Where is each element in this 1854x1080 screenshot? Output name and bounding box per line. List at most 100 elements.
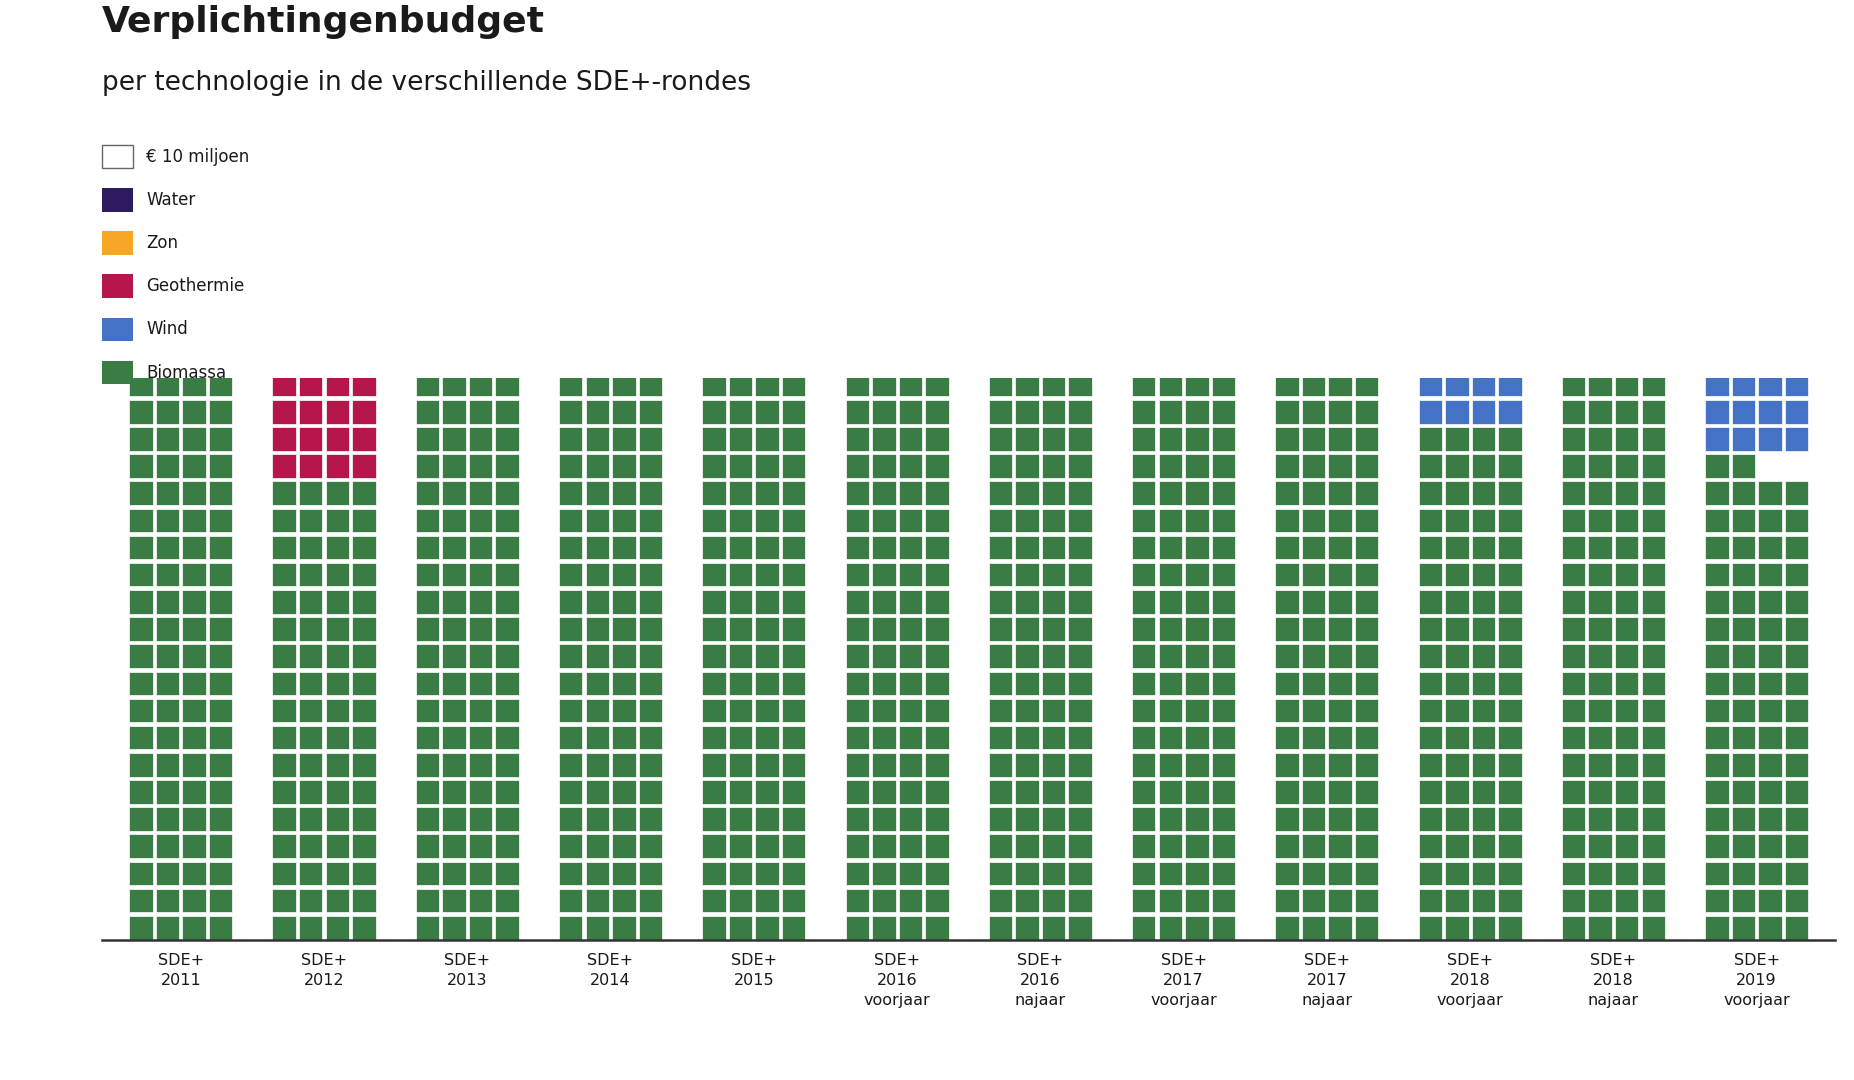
Bar — [298, 346, 323, 369]
Bar — [352, 482, 376, 505]
Bar — [156, 73, 180, 97]
Bar — [1185, 916, 1209, 940]
Bar — [1641, 753, 1665, 777]
Bar — [782, 346, 805, 369]
Bar — [729, 699, 753, 723]
Bar — [1444, 699, 1468, 723]
Bar — [988, 916, 1012, 940]
Bar — [899, 129, 921, 152]
Bar — [1758, 889, 1782, 913]
Bar — [560, 400, 582, 423]
Bar — [1418, 292, 1442, 315]
Bar — [1732, 699, 1756, 723]
Bar — [1302, 672, 1326, 696]
Bar — [352, 563, 376, 586]
Bar — [1472, 19, 1494, 43]
Bar — [1641, 319, 1665, 342]
Bar — [925, 373, 949, 396]
Bar — [925, 780, 949, 804]
Bar — [1444, 455, 1468, 477]
Bar — [1615, 19, 1639, 43]
Bar — [1706, 73, 1728, 97]
Bar — [326, 19, 349, 43]
Bar — [1159, 46, 1183, 70]
Bar — [1276, 373, 1298, 396]
Bar — [1185, 835, 1209, 859]
Bar — [1276, 590, 1298, 613]
Bar — [495, 183, 519, 206]
Bar — [182, 536, 206, 559]
Bar — [1444, 808, 1468, 831]
Bar — [1068, 916, 1092, 940]
Bar — [1472, 292, 1494, 315]
Bar — [298, 726, 323, 750]
Bar — [782, 509, 805, 532]
Bar — [1159, 455, 1183, 477]
Bar — [130, 292, 152, 315]
Bar — [298, 916, 323, 940]
Bar — [1732, 563, 1756, 586]
Bar — [1785, 889, 1808, 913]
Bar — [1133, 373, 1155, 396]
Bar — [1276, 237, 1298, 260]
Bar — [729, 292, 753, 315]
Bar — [1615, 455, 1639, 477]
Bar — [899, 536, 921, 559]
Bar — [469, 753, 493, 777]
Bar — [1444, 645, 1468, 669]
Bar — [1185, 0, 1209, 16]
Bar — [729, 46, 753, 70]
Bar — [415, 563, 439, 586]
Bar — [1213, 373, 1235, 396]
Bar — [1302, 645, 1326, 669]
Bar — [899, 427, 921, 450]
Bar — [612, 455, 636, 477]
Bar — [1068, 156, 1092, 179]
Bar — [1615, 699, 1639, 723]
Bar — [1589, 210, 1611, 233]
Bar — [703, 46, 725, 70]
Bar — [703, 509, 725, 532]
Bar — [1068, 780, 1092, 804]
Bar — [782, 427, 805, 450]
Bar — [1641, 210, 1665, 233]
Bar — [298, 862, 323, 886]
Bar — [1418, 835, 1442, 859]
Bar — [352, 400, 376, 423]
Bar — [1042, 563, 1066, 586]
Bar — [729, 590, 753, 613]
Bar — [1641, 536, 1665, 559]
Bar — [1133, 808, 1155, 831]
Bar — [988, 536, 1012, 559]
Bar — [1329, 265, 1352, 287]
Bar — [871, 889, 895, 913]
Bar — [443, 265, 465, 287]
Bar — [469, 563, 493, 586]
Bar — [443, 73, 465, 97]
Bar — [1418, 265, 1442, 287]
Bar — [1589, 753, 1611, 777]
Bar — [1302, 590, 1326, 613]
Bar — [729, 672, 753, 696]
Bar — [182, 129, 206, 152]
Bar — [210, 617, 232, 640]
Bar — [1133, 889, 1155, 913]
Bar — [703, 753, 725, 777]
Bar — [1732, 427, 1756, 450]
Bar — [1732, 617, 1756, 640]
Bar — [782, 0, 805, 16]
Bar — [415, 862, 439, 886]
Bar — [1732, 455, 1756, 477]
Bar — [612, 46, 636, 70]
Bar — [1641, 400, 1665, 423]
Bar — [273, 73, 297, 97]
Bar — [1706, 292, 1728, 315]
Bar — [1329, 46, 1352, 70]
Bar — [210, 156, 232, 179]
Bar — [899, 753, 921, 777]
Bar — [1276, 210, 1298, 233]
Bar — [1498, 292, 1522, 315]
Bar — [1615, 808, 1639, 831]
Bar — [640, 210, 662, 233]
Bar — [925, 536, 949, 559]
